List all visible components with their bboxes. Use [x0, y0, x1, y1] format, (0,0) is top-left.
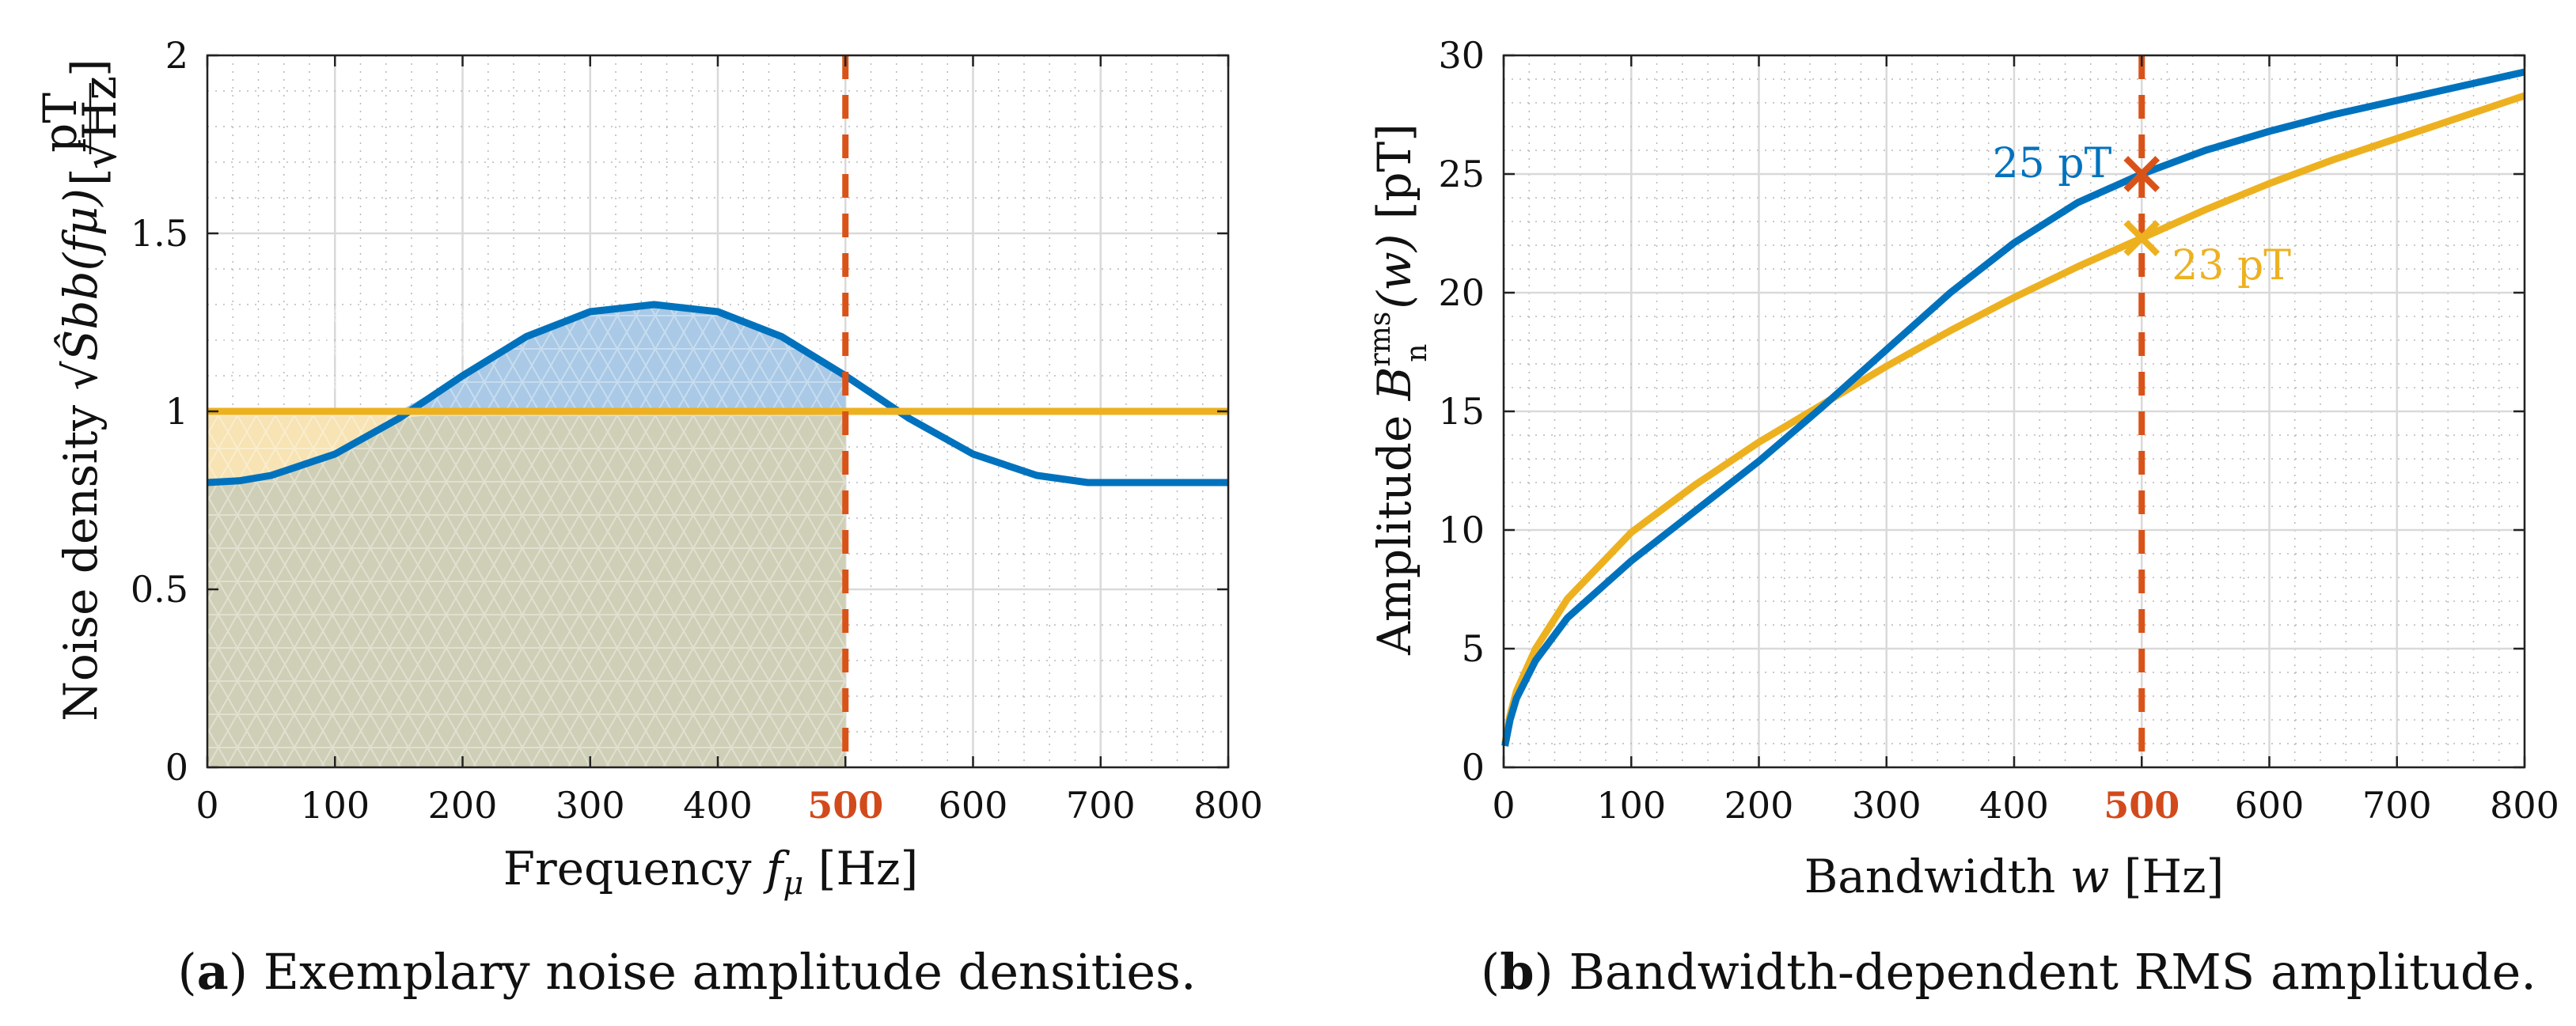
x-tick-label: 500 [807, 784, 883, 827]
marker-label: 25 pT [1993, 140, 2112, 187]
x-tick-label: 0 [195, 784, 218, 827]
panel-a-series [207, 301, 1228, 486]
x-tick-label: 400 [683, 784, 753, 827]
x-tick-label: 300 [1852, 784, 1922, 827]
series-line-blue [1501, 68, 2525, 747]
panel-a-tick-labels: 0 100 200 300 400 500 600 700 800 0 0.5 1 1.5 2 [131, 34, 1263, 827]
series-line-yellow [1501, 92, 2526, 744]
x-tick-label: 100 [1596, 784, 1666, 827]
panel-a-caption: (a) Exemplary noise amplitude densities. [177, 943, 1196, 1001]
y-tick-label: 1.5 [131, 212, 188, 255]
y-tick-label: 10 [1438, 509, 1485, 551]
y-tick-label: 30 [1438, 34, 1485, 77]
svg-text:[: [ [62, 168, 116, 186]
y-tick-label: 20 [1438, 271, 1485, 314]
y-tick-label: 1 [165, 390, 188, 433]
panel-b-rms-amplitude: 25 pT 23 pT 0 100 200 300 400 500 600 700 800 0 5 10… [1364, 34, 2559, 1001]
panel-a-area-fills [207, 305, 846, 767]
y-tick-label: 15 [1438, 390, 1485, 433]
y-tick-label: 0.5 [131, 568, 188, 611]
panel-a-x-axis-label: Frequency fμ [Hz] [503, 842, 918, 902]
y-tick-label: 0 [1462, 746, 1485, 789]
svg-text:Noise density √Ŝbb(fμ): Noise density √Ŝbb(fμ) [54, 188, 108, 721]
panel-a-y-axis-label: Noise density √Ŝbb(fμ) pT√Hz [ ] [33, 59, 127, 721]
y-tick-label: 25 [1438, 153, 1485, 195]
panel-b-x-axis-label: Bandwidth w [Hz] [1804, 850, 2225, 903]
x-tick-label: 200 [428, 784, 498, 827]
marker-label: 23 pT [2172, 242, 2291, 290]
svg-text:pT√Hz: pT√Hz [33, 76, 127, 169]
panel-b-tick-labels: 0 100 200 300 400 500 600 700 800 0 5 10 15 20 25 30 [1438, 34, 2559, 827]
x-tick-label: 100 [300, 784, 370, 827]
svg-text:]: ] [62, 59, 116, 77]
hatch-overlay [207, 305, 846, 767]
x-tick-label: 800 [1193, 784, 1263, 827]
x-tick-label: 0 [1492, 784, 1515, 827]
panel-a-noise-density: 0 100 200 300 400 500 600 700 800 0 0.5 1 1.5 2 Frequ… [33, 34, 1263, 1001]
panel-b-series [1501, 68, 2526, 747]
x-tick-label: 600 [939, 784, 1008, 827]
panel-b-markers: 25 pT 23 pT [1993, 140, 2292, 290]
x-tick-label: 500 [2104, 784, 2180, 827]
panel-b-caption: (b) Bandwidth-dependent RMS amplitude. [1481, 943, 2536, 1001]
x-tick-label: 400 [1979, 784, 2049, 827]
cross-marker [2123, 156, 2161, 192]
cross-marker [2123, 220, 2161, 256]
x-tick-label: 700 [1066, 784, 1136, 827]
y-tick-label: 0 [165, 746, 188, 789]
series-line-blue [207, 301, 1228, 486]
x-tick-label: 700 [2362, 784, 2432, 827]
y-tick-label: 5 [1462, 627, 1485, 670]
x-tick-label: 600 [2235, 784, 2305, 827]
panel-b-y-axis-label: Amplitude Brms n(w) [pT] [1364, 123, 1433, 656]
y-tick-label: 2 [165, 34, 188, 77]
x-tick-label: 800 [2490, 784, 2559, 827]
x-tick-label: 200 [1724, 784, 1794, 827]
x-tick-label: 300 [556, 784, 625, 827]
